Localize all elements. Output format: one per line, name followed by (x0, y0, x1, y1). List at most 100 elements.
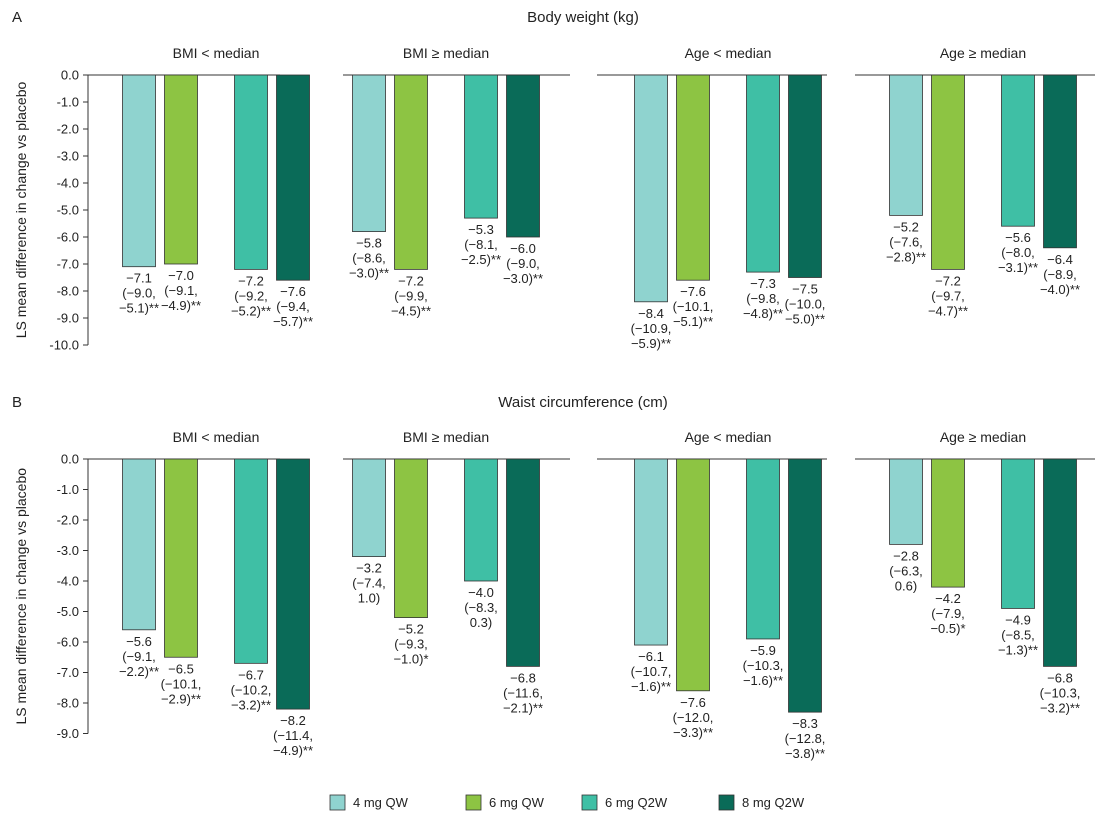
panel-b-group-title: BMI ≥ median (403, 429, 489, 445)
panel-b-y-tick-label: -7.0 (57, 665, 79, 680)
panel-a-data-label: −6.4 (1047, 252, 1073, 267)
panel-a-data-label: −5.8 (356, 236, 382, 251)
panel-b-data-label: 0.6) (895, 578, 917, 593)
panel-b-data-label: (−10.3, (1040, 685, 1081, 700)
panel-a-data-label: −5.9)** (631, 336, 671, 351)
panel-a-data-label: −7.2 (935, 273, 961, 288)
panel-a-bar (352, 74, 386, 233)
panel-b-data-label: −3.2)** (1040, 700, 1080, 715)
panel-b-data-label: −2.8 (893, 548, 919, 563)
panel-b-y-tick-label: -4.0 (57, 574, 79, 589)
panel-a-bar (634, 74, 668, 303)
legend-swatch (718, 794, 735, 811)
panel-b-plot: 0.0 -1.0 -2.0 -3.0 -4.0 -5.0 -6.0 -7.0 -8.0 -9.0 L… (13, 429, 1095, 761)
panel-b-bar (506, 458, 540, 667)
panel-b-letter: B (12, 394, 22, 411)
panel-a-data-label: −7.0 (168, 268, 194, 283)
panel-b-data-label: (−8.5, (1001, 627, 1035, 642)
panel-a-data-label: −5.2)** (231, 303, 271, 318)
panel-b-data-label: −6.1 (638, 649, 664, 664)
panel-b-y-tick-label: -1.0 (57, 482, 79, 497)
panel-a-y-tick-label: -2.0 (57, 122, 79, 137)
panel-a-data-label: −4.9)** (161, 298, 201, 313)
panel-b-data-label: (−7.9, (931, 606, 965, 621)
panel-a-data-label: −5.1)** (673, 314, 713, 329)
panel-a-y-tick-label: -3.0 (57, 149, 79, 164)
panel-b-bar (634, 458, 668, 646)
panel-a-bar (1001, 74, 1035, 227)
panel-a-data-label: (−10.0, (785, 297, 826, 312)
panel-b-data-label: (−12.8, (785, 731, 826, 746)
panel-a-bar (464, 74, 498, 219)
panel-b-data-label: −3.2)** (231, 697, 271, 712)
panel-a-data-label: −5.3 (468, 222, 494, 237)
panel-a-bar (931, 74, 965, 270)
panel-b-data-label: −6.7 (238, 667, 264, 682)
panel-b-data-label: 0.3) (470, 615, 492, 630)
panel-a-data-label: −5.6 (1005, 230, 1031, 245)
panel-b-y-tick-label: -3.0 (57, 543, 79, 558)
panel-a-data-label: (−10.9, (631, 321, 672, 336)
panel-b-y-tick-label: -8.0 (57, 696, 79, 711)
legend-swatch (581, 794, 598, 811)
panel-a-bar (788, 74, 822, 278)
legend-label: 8 mg Q2W (742, 795, 805, 810)
panel-a-data-label: −7.1 (126, 271, 152, 286)
panel-a-bar (164, 74, 198, 265)
legend-label: 6 mg QW (489, 795, 545, 810)
panel-a-data-label: (−9.0, (122, 286, 156, 301)
panel-a-data-label: −3.1)** (998, 260, 1038, 275)
panel-b-bar (889, 458, 923, 545)
panel-a-data-label: −7.6 (280, 284, 306, 299)
panel-b-data-label: −4.0 (468, 585, 494, 600)
panel-a-y-tick-label: -6.0 (57, 230, 79, 245)
panel-a-data-label: −3.0)** (349, 266, 389, 281)
panel-b-data-label: (−10.7, (631, 664, 672, 679)
panel-a-data-label: −7.2 (398, 273, 424, 288)
panel-a-title: Body weight (kg) (527, 9, 639, 26)
panel-b-data-label: −6.5 (168, 661, 194, 676)
panel-b-data-label: (−8.3, (464, 600, 498, 615)
panel-b-bar (746, 458, 780, 640)
panel-b-bar (276, 458, 310, 710)
panel-b-data-label: −1.0)* (393, 652, 428, 667)
panel-a-data-label: (−8.1, (464, 237, 498, 252)
legend-swatch (329, 794, 346, 811)
panel-b-data-label: −5.2 (398, 622, 424, 637)
panel-a-bar (276, 74, 310, 281)
panel-b-title: Waist circumference (cm) (498, 394, 667, 411)
panel-a-group-title: Age ≥ median (940, 45, 1026, 61)
panel-b-data-label: −1.6)** (743, 673, 783, 688)
panel-a-bar (746, 74, 780, 273)
panel-a-data-label: −7.2 (238, 273, 264, 288)
panel-a-y-tick-label: -10.0 (49, 338, 79, 353)
panel-a-data-label: −4.7)** (928, 303, 968, 318)
panel-a-data-label: −4.8)** (743, 306, 783, 321)
panel-b-bar (676, 458, 710, 692)
panel-b-data-label: (−9.1, (122, 649, 156, 664)
panel-a-data-label: (−7.6, (889, 234, 923, 249)
panel-b-bar (122, 458, 156, 631)
panel-a-data-label: (−8.9, (1043, 267, 1077, 282)
panel-a-y-tick-label: -8.0 (57, 284, 79, 299)
panel-a-bar (234, 74, 268, 270)
panel-b-data-label: −3.2 (356, 561, 382, 576)
panel-a-y-tick-label: -7.0 (57, 257, 79, 272)
panel-a-data-label: −4.0)** (1040, 282, 1080, 297)
panel-b-data-label: −0.5)* (930, 621, 965, 636)
panel-a-y-tick-label: -4.0 (57, 176, 79, 191)
panel-a-data-label: (−9.8, (746, 291, 780, 306)
panel-b-data-label: −5.6 (126, 634, 152, 649)
panel-a-bar (394, 74, 428, 270)
panel-b-bar (464, 458, 498, 582)
panel-b-bar (788, 458, 822, 713)
panel-a-y-tick-label: -5.0 (57, 203, 79, 218)
panel-a-y-tick-label: -1.0 (57, 95, 79, 110)
panel-a-data-label: (−9.0, (506, 256, 540, 271)
legend-label: 4 mg QW (353, 795, 409, 810)
panel-b-group-title: Age < median (685, 429, 772, 445)
panel-b-data-label: (−10.1, (161, 676, 202, 691)
panel-a-data-label: −2.8)** (886, 249, 926, 264)
panel-b-data-label: −4.9)** (273, 743, 313, 758)
panel-b-data-label: (−7.4, (352, 576, 386, 591)
